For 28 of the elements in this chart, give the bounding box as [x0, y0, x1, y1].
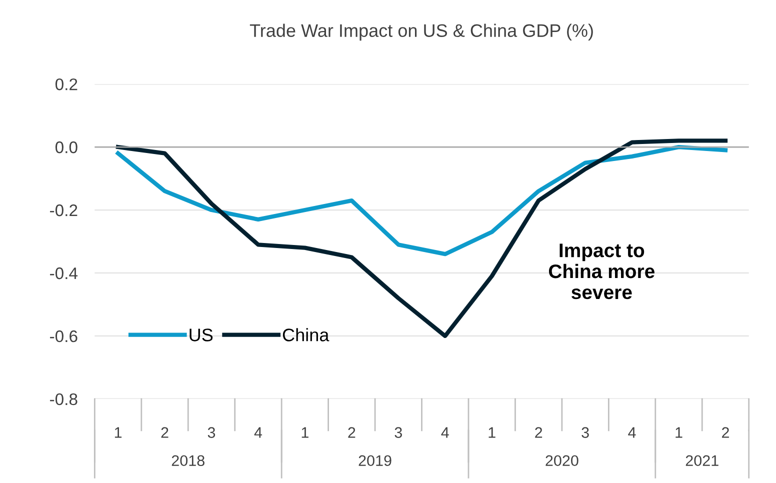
x-tick-label: 1 [488, 427, 496, 438]
x-tick-label: 1 [302, 427, 308, 438]
x-tick-label: 1 [114, 427, 122, 438]
y-tick-label: 0.0 [55, 141, 78, 154]
text: 2019 [358, 455, 392, 466]
text: 2018 [172, 455, 204, 466]
legend-label: China [282, 328, 330, 342]
y-tick-label: 0.2 [55, 78, 78, 90]
annotation: Impact to China more severe [548, 244, 654, 300]
chart-title: Trade War Impact on US & China GDP (%) [250, 24, 593, 41]
text: 2020 [546, 455, 578, 466]
y-tick-label: -0.6 [50, 330, 78, 342]
x-tick-label: 2 [348, 427, 356, 438]
y-tick-label: -0.4 [50, 267, 78, 280]
x-tick-label: 2 [722, 427, 729, 438]
x-tick-label: 2 [535, 427, 542, 438]
legend-label: US [190, 328, 213, 342]
x-tick-label: 1 [676, 427, 682, 438]
y-tick-label: -0.8 [50, 393, 78, 406]
y-tick-label: -0.2 [50, 204, 78, 216]
x-tick-label: 3 [394, 427, 402, 438]
x-tick-label: 4 [254, 427, 262, 438]
x-tick-label: 4 [628, 427, 636, 438]
x-tick-label: 3 [582, 427, 589, 438]
text: 2021 [686, 455, 718, 466]
x-tick-label: 2 [161, 427, 168, 438]
x-tick-label: 4 [441, 427, 449, 438]
x-tick-label: 3 [208, 427, 216, 438]
